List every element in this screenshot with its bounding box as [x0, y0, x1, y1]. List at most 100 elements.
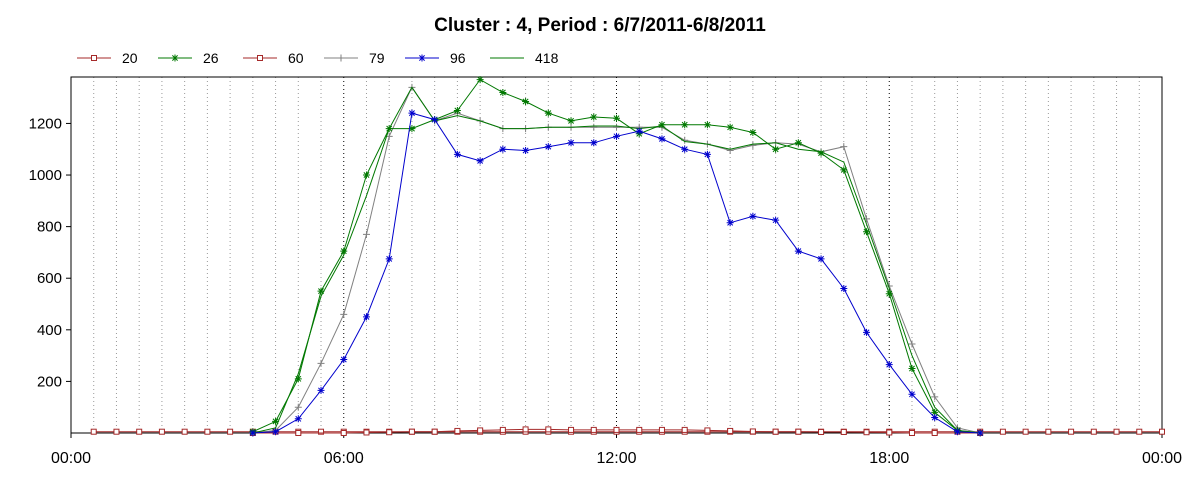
- data-point: [340, 247, 348, 255]
- data-point: [476, 157, 484, 165]
- data-point: [908, 365, 916, 373]
- series-96: [249, 109, 984, 437]
- data-point: [840, 143, 848, 151]
- data-point: [113, 428, 120, 435]
- axes: 200 400 600 800 1000 1200 00:00 06:00 12:00 18:00…: [29, 76, 1182, 467]
- data-point: [590, 113, 598, 121]
- data-point: [477, 427, 484, 434]
- data-point: [431, 116, 439, 124]
- y-tick-label: 800: [37, 219, 62, 236]
- x-tick-label: 12:00: [596, 450, 636, 467]
- data-point: [568, 426, 575, 433]
- series-line: [252, 428, 981, 434]
- data-point: [817, 149, 825, 157]
- data-point: [703, 121, 711, 129]
- data-point: [636, 426, 643, 433]
- data-point: [340, 355, 348, 363]
- data-point: [1045, 428, 1052, 435]
- data-point: [386, 429, 393, 436]
- data-point: [863, 228, 871, 236]
- data-point: [704, 427, 711, 434]
- legend-item-418: 418: [490, 50, 559, 66]
- x-tick-label: 18:00: [869, 450, 909, 467]
- data-point: [1068, 428, 1075, 435]
- data-point: [931, 430, 938, 436]
- legend-item-79: 79: [324, 50, 385, 66]
- data-point: [635, 127, 643, 135]
- data-point: [749, 212, 757, 220]
- data-point: [204, 428, 211, 435]
- data-point: [567, 139, 575, 147]
- data-point: [794, 139, 802, 147]
- data-point: [886, 429, 893, 436]
- data-point: [499, 145, 507, 153]
- data-point: [1090, 428, 1097, 435]
- data-point: [171, 54, 179, 62]
- data-point: [385, 255, 393, 263]
- series-418: [252, 86, 981, 434]
- data-point: [272, 428, 280, 436]
- data-point: [454, 427, 461, 434]
- data-point: [317, 359, 325, 367]
- data-point: [658, 426, 665, 433]
- data-point: [726, 123, 734, 131]
- data-point: [90, 428, 97, 435]
- data-point: [613, 132, 620, 140]
- data-point: [294, 375, 302, 383]
- data-point: [863, 429, 870, 436]
- data-point: [158, 428, 165, 435]
- data-point: [295, 430, 302, 436]
- data-point: [795, 428, 802, 435]
- data-point: [431, 428, 438, 435]
- chart-title: Cluster : 4, Period : 6/7/2011-6/8/2011: [434, 15, 766, 36]
- data-point: [453, 107, 461, 115]
- data-point: [749, 141, 757, 149]
- data-point: [999, 428, 1006, 435]
- legend-item-96: 96: [405, 50, 466, 66]
- legend-label: 96: [450, 50, 466, 66]
- legend-label: 26: [203, 50, 219, 66]
- y-tick-label: 1200: [29, 115, 62, 132]
- data-point: [522, 426, 529, 433]
- data-point: [931, 408, 939, 416]
- data-point: [294, 415, 302, 423]
- series-line: [252, 86, 981, 434]
- series-79: [249, 83, 984, 437]
- data-point: [363, 429, 370, 436]
- data-point: [545, 426, 552, 433]
- data-point: [863, 328, 871, 336]
- data-point: [658, 135, 666, 143]
- data-point: [362, 230, 370, 238]
- data-point: [227, 428, 234, 435]
- y-tick-label: 1000: [29, 167, 62, 184]
- data-point: [772, 216, 780, 224]
- data-point: [136, 428, 143, 435]
- data-point: [362, 313, 370, 321]
- data-point: [272, 417, 280, 425]
- data-point: [340, 310, 348, 318]
- data-point: [181, 428, 188, 435]
- legend-item-60: 60: [243, 50, 304, 66]
- data-point: [418, 54, 426, 62]
- data-point: [590, 123, 598, 131]
- data-point: [817, 255, 825, 263]
- data-point: [772, 428, 779, 435]
- grid: [93, 77, 1140, 433]
- data-point: [317, 386, 325, 394]
- data-point: [908, 430, 915, 436]
- series-60: [249, 426, 984, 436]
- data-point: [408, 109, 416, 117]
- data-point: [726, 147, 734, 155]
- data-point: [1022, 428, 1029, 435]
- data-point: [362, 171, 370, 179]
- data-point: [453, 150, 461, 158]
- data-point: [613, 114, 620, 122]
- data-point: [840, 428, 847, 435]
- data-point: [681, 145, 689, 153]
- data-point: [703, 150, 711, 158]
- data-point: [613, 123, 620, 131]
- data-point: [726, 219, 734, 227]
- data-point: [1136, 428, 1143, 435]
- data-point: [249, 429, 257, 437]
